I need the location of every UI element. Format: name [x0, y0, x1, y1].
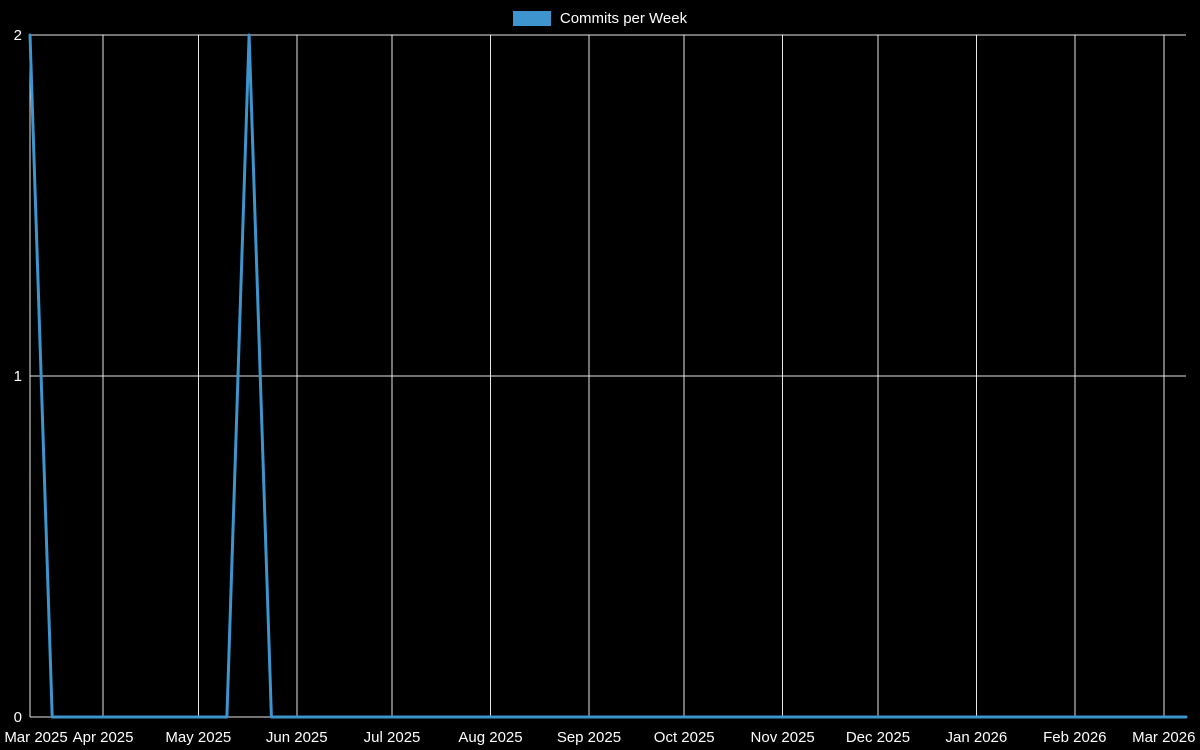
x-tick-label: Jun 2025 — [266, 729, 328, 746]
legend-label: Commits per Week — [559, 9, 688, 27]
commits-series-line — [28, 33, 1188, 719]
x-tick-label: Jan 2026 — [946, 729, 1008, 746]
y-tick-label: 0 — [14, 709, 22, 726]
chart-legend[interactable]: Commits per Week — [0, 7, 1200, 29]
y-tick-label: 2 — [14, 27, 22, 44]
x-tick-label: Feb 2026 — [1043, 729, 1106, 746]
x-tick-label: Aug 2025 — [458, 729, 522, 746]
x-tick-label: Apr 2025 — [73, 729, 134, 746]
x-tick-label: Mar 2026 — [1132, 729, 1195, 746]
x-tick-label: Sep 2025 — [557, 729, 621, 746]
x-tick-label: Mar 2025 — [4, 729, 67, 746]
x-tick-label: Oct 2025 — [654, 729, 715, 746]
x-tick-label: Nov 2025 — [751, 729, 815, 746]
x-tick-label: Jul 2025 — [364, 729, 421, 746]
x-tick-label: Dec 2025 — [846, 729, 910, 746]
y-tick-label: 1 — [14, 368, 22, 385]
x-tick-label: May 2025 — [165, 729, 231, 746]
legend-swatch-icon — [512, 10, 551, 26]
